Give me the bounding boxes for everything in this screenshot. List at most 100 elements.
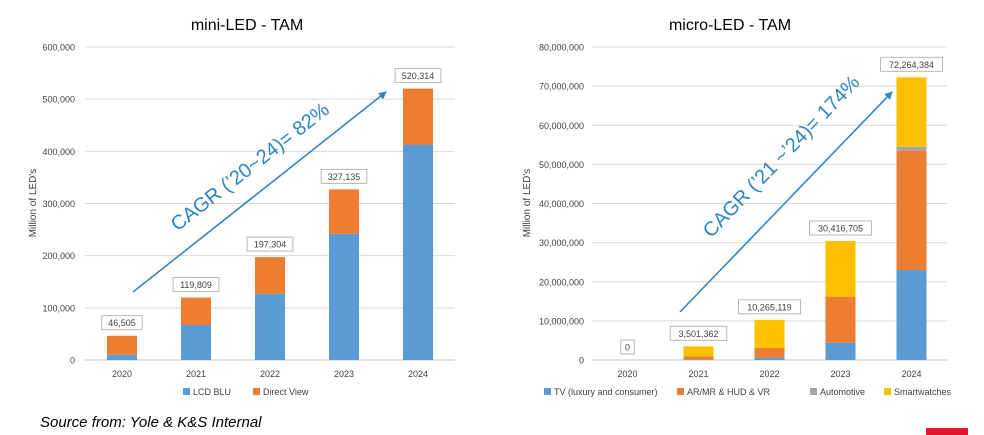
bar-segment [255, 257, 285, 294]
x-tick-label: 2024 [408, 369, 428, 379]
total-label-text: 72,264,384 [889, 60, 934, 70]
y-tick-label: 500,000 [42, 95, 75, 105]
bar-segment [825, 296, 856, 343]
total-label-box [394, 68, 442, 83]
cagr-arrow [679, 91, 893, 313]
legend-item: Automotive [810, 387, 865, 397]
cagr-annotation: CAGR (’20~24)= 82% [167, 99, 334, 236]
total-label-box [669, 325, 728, 341]
total-label: 30,416,705 [809, 220, 872, 236]
x-tick-label: 2021 [186, 369, 206, 379]
bar-segment [403, 144, 433, 360]
bar-segment [896, 77, 927, 147]
bar-segment [754, 319, 785, 348]
y-tick-label: 100,000 [42, 303, 75, 313]
micro-led-chart: micro-LED - TAM 0 10,000,000 20,000,000 30,… [522, 17, 952, 397]
legend-swatch [810, 388, 817, 395]
total-label-box [809, 220, 872, 236]
x-tick-label: 2024 [901, 369, 921, 379]
bar-segment [107, 335, 137, 355]
bar-segment [896, 150, 927, 271]
legend-label: LCD BLU [193, 387, 231, 397]
y-axis-label: Million of LED's [28, 169, 39, 238]
x-tick-label: 2020 [112, 369, 132, 379]
total-label: 10,265,119 [738, 299, 801, 315]
bar-segment [329, 233, 359, 360]
total-label: 46,505 [101, 315, 143, 331]
x-tick-label: 2023 [334, 369, 354, 379]
bar-segment [896, 146, 927, 151]
bar-segment [255, 293, 285, 360]
chart-title: micro-LED - TAM [669, 17, 791, 34]
total-label: 520,314 [394, 68, 442, 83]
legend-label: TV (luxury and consumer) [554, 387, 658, 397]
bar-segment [181, 325, 211, 360]
legend-item: LCD BLU [183, 387, 231, 397]
total-label-text: 327,135 [328, 172, 361, 182]
cagr-arrow [132, 91, 387, 293]
legend-swatch [253, 388, 260, 395]
chart-title: mini-LED - TAM [191, 17, 303, 34]
y-tick-label: 70,000,000 [539, 82, 584, 92]
total-label: 0 [620, 339, 635, 355]
cagr-annotation: CAGR (’21 ~’24)= 174% [699, 71, 865, 242]
legend-label: Smartwatches [894, 387, 952, 397]
legend-label: AR/MR & HUD & VR [687, 387, 771, 397]
legend-swatch [884, 388, 891, 395]
bar-segment [825, 240, 856, 297]
x-tick-label: 2021 [688, 369, 708, 379]
y-tick-label: 20,000,000 [539, 277, 584, 287]
total-label-box [320, 168, 368, 184]
mini-led-chart: mini-LED - TAM 0 100,000 200,000 300,000 400… [28, 17, 455, 397]
total-label: 119,809 [172, 277, 220, 292]
legend: LCD BLU Direct View [183, 387, 309, 397]
total-label-box [620, 339, 635, 355]
legend: TV (luxury and consumer) AR/MR & HUD & VR… [544, 387, 952, 397]
bar-segment [896, 270, 927, 360]
total-label-box [880, 56, 943, 72]
brand-accent-bar [926, 428, 968, 435]
total-label: 197,304 [246, 236, 294, 252]
x-tick-label: 2020 [617, 369, 637, 379]
y-tick-label: 600,000 [42, 43, 75, 53]
y-tick-label: 80,000,000 [539, 43, 584, 53]
y-tick-label: 40,000,000 [539, 199, 584, 209]
total-label-text: 520,314 [402, 71, 435, 81]
total-label: 3,501,362 [669, 325, 728, 341]
bar-segment [754, 357, 785, 360]
legend-swatch [183, 388, 190, 395]
y-tick-label: 60,000,000 [539, 121, 584, 131]
legend-swatch [544, 388, 551, 395]
legend-item: Smartwatches [884, 387, 952, 397]
y-tick-label: 10,000,000 [539, 316, 584, 326]
legend-swatch [677, 388, 684, 395]
total-label: 327,135 [320, 168, 368, 184]
total-label-box [172, 277, 220, 292]
bar-segment [825, 342, 856, 360]
legend-label: Automotive [820, 387, 865, 397]
total-label-box [246, 236, 294, 252]
total-label-text: 3,501,362 [678, 329, 718, 339]
y-tick-label: 300,000 [42, 199, 75, 209]
x-tick-label: 2022 [260, 369, 280, 379]
x-tick-label: 2022 [759, 369, 779, 379]
bar-segment [181, 297, 211, 326]
legend-item: AR/MR & HUD & VR [677, 387, 771, 397]
total-label-text: 119,809 [180, 280, 212, 290]
y-tick-label: 50,000,000 [539, 160, 584, 170]
total-label-text: 0 [625, 343, 630, 353]
bar-segment [754, 347, 785, 358]
legend-label: Direct View [263, 387, 309, 397]
legend-item: TV (luxury and consumer) [544, 387, 658, 397]
bar-segment [683, 346, 714, 357]
bar-segment [107, 354, 137, 360]
total-label-text: 197,304 [254, 240, 287, 250]
x-tick-label: 2023 [830, 369, 850, 379]
bar-segment [329, 189, 359, 234]
total-label-box [738, 299, 801, 315]
bar-segment [403, 88, 433, 145]
source-note: Source from: Yole & K&S Internal [40, 414, 262, 431]
y-axis-label: Million of LED's [522, 169, 533, 238]
bar-segment [683, 356, 714, 360]
y-tick-label: 400,000 [42, 147, 75, 157]
